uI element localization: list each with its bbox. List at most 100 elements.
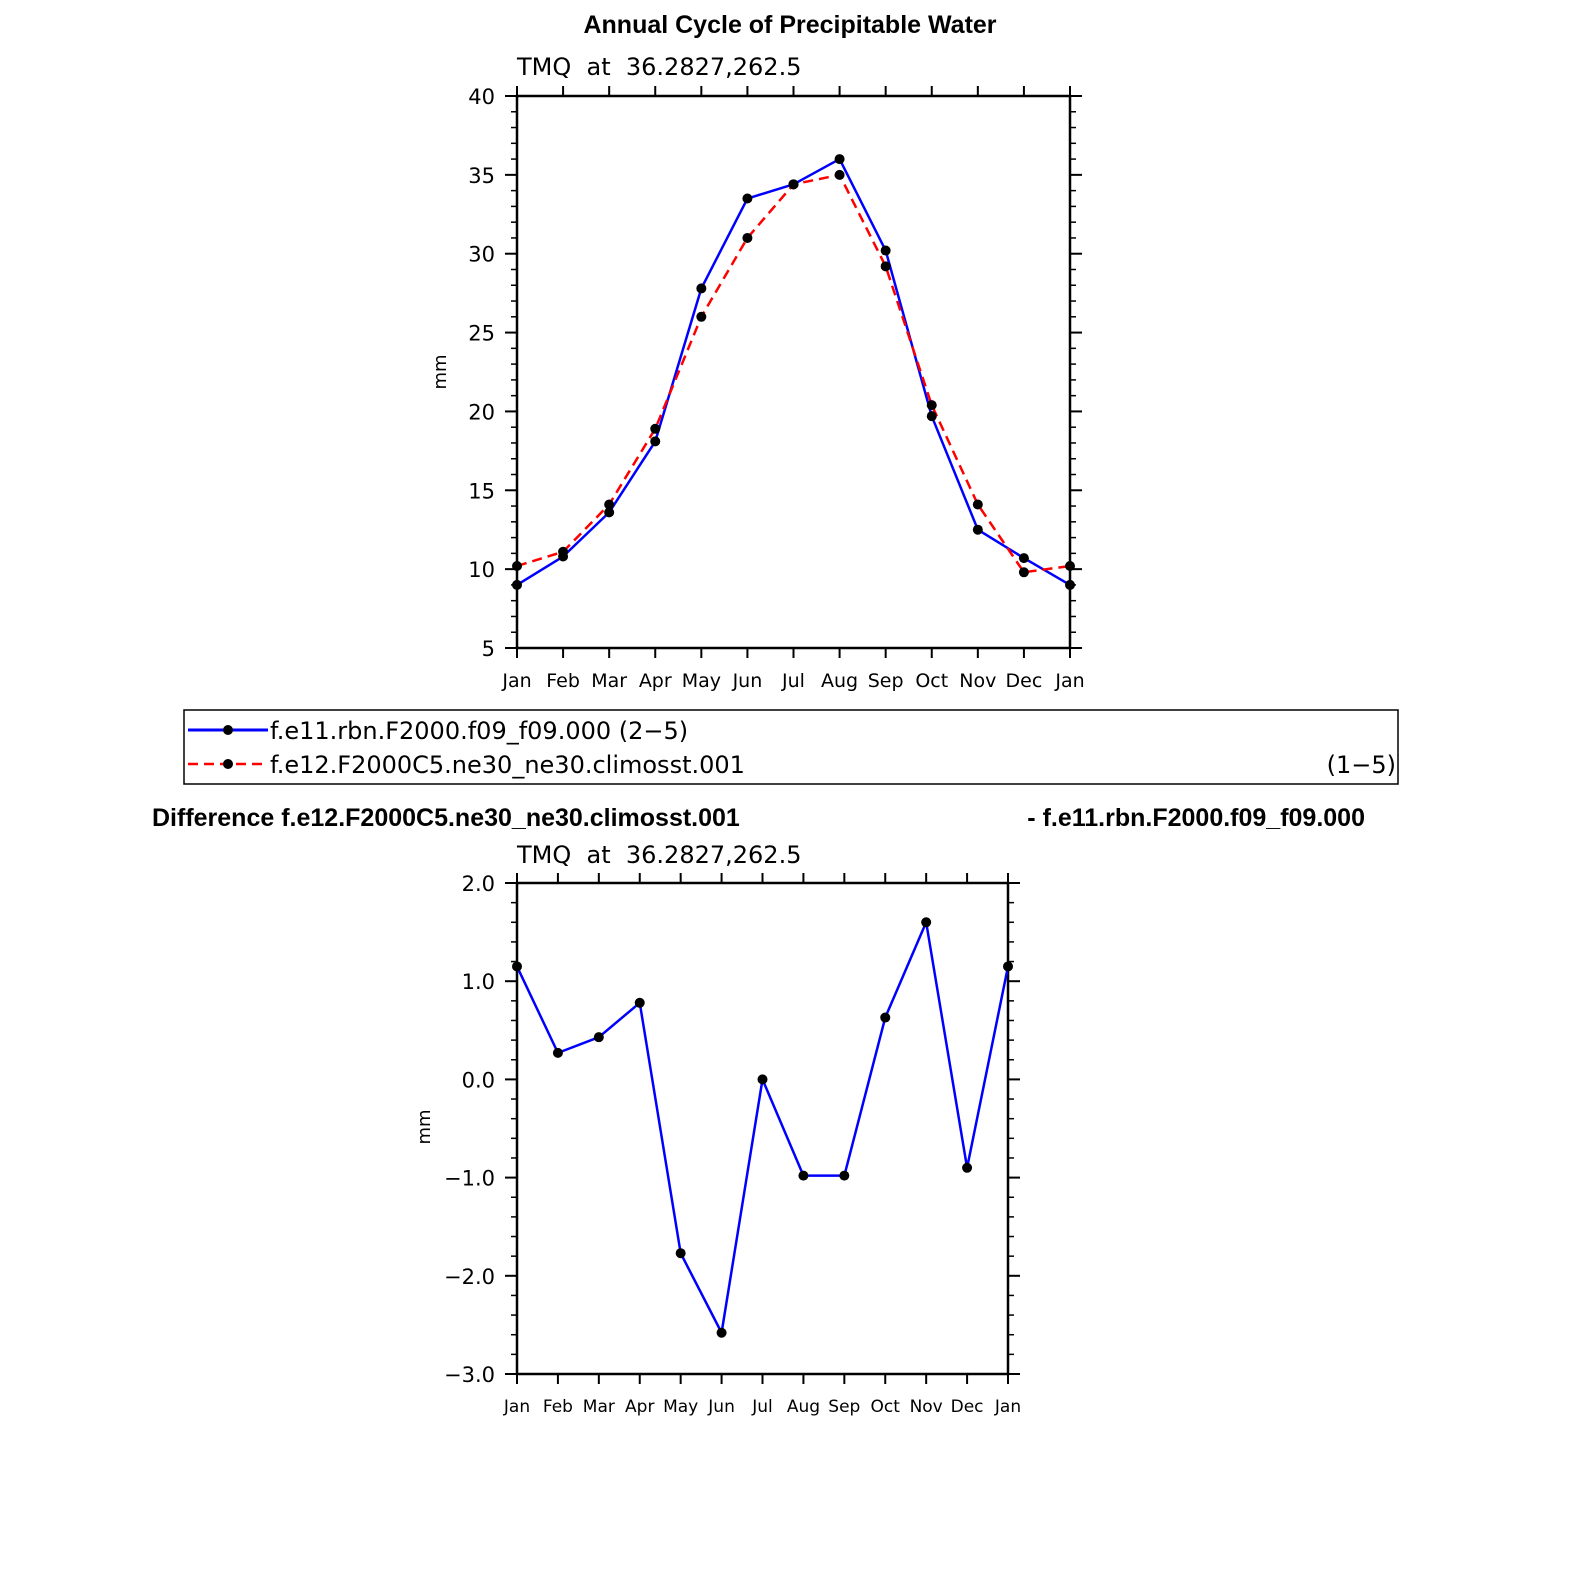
- chart2-series-1-point: [798, 1170, 809, 1181]
- chart2-xtick-label: Sep: [828, 1397, 860, 1417]
- legend-label-1: f.e11.rbn.F2000.f09_f09.000 (2−5): [270, 717, 688, 745]
- chart2-series-1-point: [634, 997, 645, 1008]
- chart2-y-axis-label: mm: [414, 1109, 435, 1144]
- chart2-subtitle: TMQ at 36.2827,262.5: [516, 841, 801, 869]
- chart2-xtick-label: Aug: [787, 1397, 820, 1417]
- chart2-series-1-point: [1003, 961, 1013, 972]
- chart2-series-1-point: [839, 1170, 850, 1181]
- chart2-ytick-label: −3.0: [444, 1363, 495, 1387]
- chart1-ytick-label: 35: [468, 164, 495, 188]
- chart2-series-1-point: [512, 961, 522, 972]
- chart2-series-1-point: [921, 917, 932, 928]
- chart1-xtick-label: Aug: [821, 670, 858, 692]
- chart1-series-2-point: [742, 232, 753, 243]
- chart1-series-2-point: [696, 311, 707, 322]
- chart1-y-axis-label: mm: [430, 354, 451, 389]
- chart1-ytick-label: 30: [468, 243, 495, 267]
- chart1-series-2-point: [788, 179, 799, 190]
- chart2-xtick-label: Jan: [994, 1397, 1021, 1417]
- chart1-series-1-point: [512, 579, 522, 590]
- chart2-xtick-label: Apr: [625, 1397, 654, 1417]
- chart1-xtick-label: May: [682, 670, 721, 692]
- chart1-series-1-point: [742, 193, 753, 204]
- legend-suffix-2: (1−5): [1327, 751, 1396, 779]
- legend-marker-2: [223, 759, 233, 769]
- chart2-plot-frame: [515, 881, 1010, 1376]
- chart1-xtick-label: Feb: [546, 670, 580, 692]
- chart2-ytick-label: 1.0: [462, 970, 495, 994]
- chart2-xtick-label: Jul: [751, 1397, 773, 1417]
- chart2-xtick-label: Jan: [503, 1397, 530, 1417]
- chart1-series-2-point: [1018, 567, 1029, 578]
- chart1-series-1-point: [1065, 579, 1075, 590]
- chart2-series-line-1: [515, 921, 1010, 1335]
- legend-entry-1: f.e11.rbn.F2000.f09_f09.000 (2−5): [188, 717, 688, 745]
- chart1-xtick-label: Nov: [959, 670, 996, 692]
- chart1-ytick-label: 20: [468, 400, 495, 424]
- chart1-subtitle: TMQ at 36.2827,262.5: [516, 53, 801, 81]
- chart1-series-1-point: [972, 524, 983, 535]
- chart1-xtick-label: Jul: [781, 670, 805, 692]
- main-title: Annual Cycle of Precipitable Water: [583, 11, 996, 39]
- chart1-series-line-2: [516, 173, 1071, 574]
- chart2-series-1-point: [880, 1012, 891, 1023]
- chart1-xtick-label: Sep: [868, 670, 904, 692]
- chart1-xtick-label: Jan: [1054, 670, 1084, 692]
- legend: f.e11.rbn.F2000.f09_f09.000 (2−5) f.e12.…: [183, 709, 1399, 785]
- chart1-ytick-label: 5: [482, 637, 495, 661]
- chart1-series-1-point: [650, 436, 661, 447]
- chart1-series-2-point: [926, 400, 937, 411]
- chart2-xtick-label: Feb: [543, 1397, 573, 1417]
- chart2-series-1-point: [552, 1047, 563, 1058]
- chart1-ytick-label: 25: [468, 322, 495, 346]
- legend-entry-2: f.e12.F2000C5.ne30_ne30.climosst.001 (1−…: [188, 751, 1396, 779]
- chart1-series-1-point: [834, 154, 845, 165]
- chart1-series-2-point: [1065, 560, 1075, 571]
- chart1-ytick-label: 15: [468, 479, 495, 503]
- chart2-xtick-label: Mar: [583, 1397, 615, 1417]
- chart1-series-2-point: [512, 560, 522, 571]
- chart2-series-1-point: [962, 1162, 973, 1173]
- diff-title-right: - f.e11.rbn.F2000.f09_f09.000: [1027, 804, 1365, 832]
- chart2-xtick-label: Nov: [910, 1397, 943, 1417]
- chart1-series-2-point: [880, 261, 891, 272]
- chart1-xtick-label: Oct: [915, 670, 948, 692]
- chart1-series-2-point: [604, 499, 615, 510]
- legend-marker-1: [223, 725, 233, 735]
- chart1-series-2-point: [650, 423, 661, 434]
- chart1-series-line-1: [516, 157, 1071, 586]
- chart1-series-2-point: [834, 169, 845, 180]
- chart1-xtick-label: Jan: [501, 670, 531, 692]
- chart2-series-1-point: [593, 1032, 604, 1043]
- chart1-xtick-label: Apr: [639, 670, 672, 692]
- legend-label-2: f.e12.F2000C5.ne30_ne30.climosst.001: [270, 751, 745, 779]
- chart2-xtick-label: Dec: [951, 1397, 984, 1417]
- chart1-series-2-point: [558, 546, 569, 557]
- chart2-xtick-label: May: [663, 1397, 698, 1417]
- legend-box: [183, 709, 1399, 785]
- chart1-xtick-label: Dec: [1006, 670, 1043, 692]
- chart1-series-1-point: [926, 411, 937, 422]
- chart1-series-1-point: [604, 507, 615, 518]
- chart2-series-1-point: [675, 1248, 686, 1259]
- chart1-xtick-label: Mar: [591, 670, 627, 692]
- chart1-xtick-label: Jun: [732, 670, 763, 692]
- chart1-ytick-label: 40: [468, 85, 495, 109]
- chart2-series-1-point: [757, 1074, 768, 1085]
- chart1-series-2-point: [972, 499, 983, 510]
- difference-chart: TMQ at 36.2827,262.5 mm −3.0 −2.0 −1.0 0.0 1…: [414, 841, 1021, 1417]
- chart2-ytick-label: 0.0: [462, 1068, 495, 1092]
- chart2-ytick-label: −1.0: [444, 1167, 495, 1191]
- annual-cycle-chart: TMQ at 36.2827,262.5 mm 5 10 15 20 25 30 35 40 J…: [430, 53, 1085, 692]
- chart1-series-1-point: [1018, 553, 1029, 564]
- chart2-xtick-label: Oct: [871, 1397, 901, 1417]
- chart2-ytick-label: 2.0: [462, 872, 495, 896]
- chart1-series-1-point: [696, 283, 707, 294]
- chart2-series-1-point: [716, 1327, 727, 1338]
- chart1-plot-frame: [515, 94, 1072, 650]
- chart2-xtick-label: Jun: [707, 1397, 735, 1417]
- chart1-ytick-label: 10: [468, 558, 495, 582]
- diff-title-left: Difference f.e12.F2000C5.ne30_ne30.climo…: [152, 804, 740, 832]
- chart2-ytick-label: −2.0: [444, 1265, 495, 1289]
